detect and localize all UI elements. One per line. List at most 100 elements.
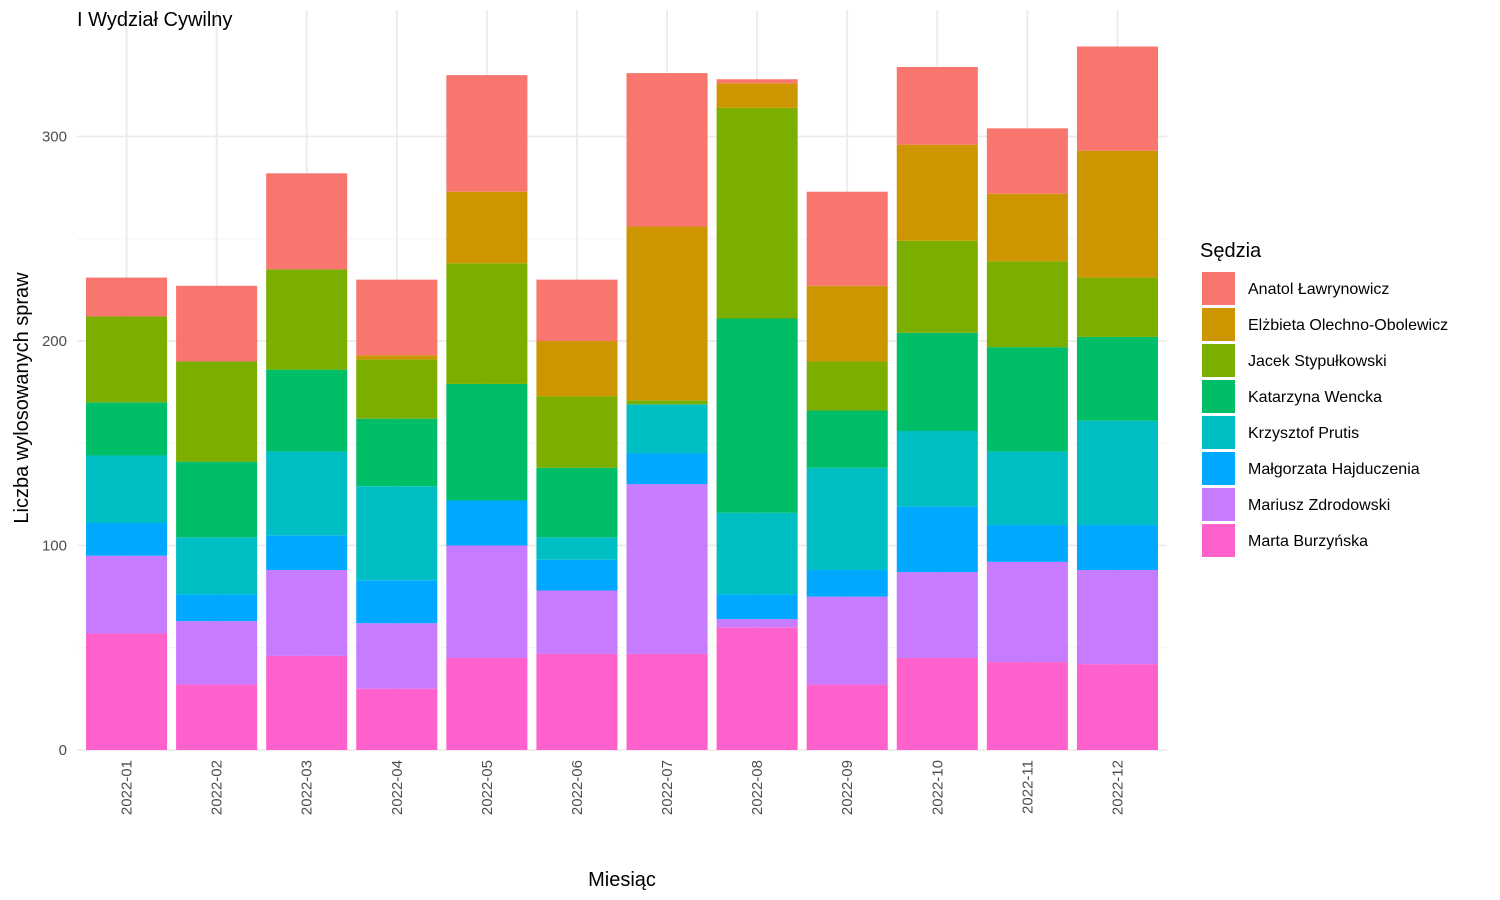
bar-segment bbox=[986, 261, 1068, 348]
legend-label: Elżbieta Olechno-Obolewicz bbox=[1248, 317, 1448, 334]
bar-segment bbox=[356, 486, 438, 581]
legend-key bbox=[1202, 272, 1235, 305]
bar-segment bbox=[356, 623, 438, 689]
bar-segment bbox=[806, 361, 888, 411]
bar-segment bbox=[806, 467, 888, 571]
legend-key bbox=[1202, 380, 1235, 413]
x-axis-ticks: 2022-01 2022-02 2022-03 2022-04 2022-05 2022-… bbox=[119, 760, 1127, 815]
bar-segment bbox=[536, 396, 618, 468]
bar-segment bbox=[536, 467, 618, 538]
y-axis-title: Liczba wylosowanych spraw bbox=[11, 272, 33, 524]
bar-segment bbox=[896, 332, 978, 431]
bar-segment bbox=[356, 688, 438, 750]
bar-segment bbox=[536, 590, 618, 654]
bar-segment bbox=[536, 537, 618, 560]
bar-segment bbox=[86, 455, 168, 524]
bar-segment bbox=[626, 653, 708, 750]
x-tick-label: 2022-09 bbox=[839, 760, 856, 815]
bar-segment bbox=[176, 537, 258, 595]
legend-label: Jacek Stypułkowski bbox=[1248, 353, 1387, 370]
bar-segment bbox=[536, 279, 618, 341]
bar-segment bbox=[1076, 277, 1158, 337]
x-tick-label: 2022-11 bbox=[1019, 760, 1036, 814]
y-tick-label: 0 bbox=[59, 742, 67, 759]
bar-segment bbox=[626, 226, 708, 401]
bar-segment bbox=[86, 316, 168, 403]
bar-segment bbox=[626, 400, 708, 405]
bar-segment bbox=[446, 75, 528, 192]
legend: Sędzia Anatol Ławrynowicz Elżbieta Olechn… bbox=[1200, 240, 1448, 557]
bar-segment bbox=[716, 107, 798, 319]
legend-key bbox=[1202, 416, 1235, 449]
x-tick-label: 2022-03 bbox=[299, 760, 316, 815]
bar-segment bbox=[446, 500, 528, 546]
bar-segment bbox=[536, 341, 618, 397]
bar-segment bbox=[896, 66, 978, 145]
legend-label: Katarzyna Wencka bbox=[1248, 389, 1382, 406]
x-tick-label: 2022-04 bbox=[389, 760, 406, 815]
bar-segment bbox=[626, 484, 708, 654]
bar-segment bbox=[986, 347, 1068, 452]
legend-label: Mariusz Zdrodowski bbox=[1248, 497, 1390, 514]
bar-segment bbox=[176, 361, 258, 462]
bar-segment bbox=[716, 83, 798, 108]
x-tick-label: 2022-02 bbox=[209, 760, 226, 815]
bar-segment bbox=[626, 404, 708, 454]
bar-segment bbox=[266, 369, 348, 452]
bar-segment bbox=[626, 453, 708, 485]
bar-segment bbox=[446, 657, 528, 750]
bar-segment bbox=[266, 655, 348, 750]
bar-segment bbox=[806, 285, 888, 362]
bar-segment bbox=[716, 627, 798, 750]
x-tick-label: 2022-07 bbox=[659, 760, 676, 815]
bar-segment bbox=[86, 633, 168, 750]
bar-segment bbox=[896, 430, 978, 507]
bar-segment bbox=[266, 269, 348, 370]
bar-segment bbox=[896, 144, 978, 241]
bar-segment bbox=[626, 73, 708, 227]
x-tick-label: 2022-12 bbox=[1109, 760, 1126, 815]
bar-segment bbox=[986, 193, 1068, 262]
bar-segment bbox=[716, 79, 798, 84]
bar-segment bbox=[356, 279, 438, 356]
bar-segment bbox=[986, 128, 1068, 194]
bar-segment bbox=[176, 621, 258, 685]
bar-segment bbox=[986, 662, 1068, 750]
bar-segment bbox=[86, 523, 168, 556]
bar-segment bbox=[266, 173, 348, 270]
bar-segment bbox=[806, 191, 888, 286]
bar-segment bbox=[716, 619, 798, 628]
bar-segment bbox=[806, 684, 888, 750]
legend-key bbox=[1202, 452, 1235, 485]
bar-segment bbox=[806, 596, 888, 685]
x-tick-label: 2022-10 bbox=[929, 760, 946, 815]
bar-segment bbox=[806, 410, 888, 468]
bar-segment bbox=[536, 653, 618, 750]
legend-label: Małgorzata Hajduczenia bbox=[1248, 461, 1420, 478]
bar-segment bbox=[446, 383, 528, 501]
legend-label: Marta Burzyńska bbox=[1248, 533, 1368, 550]
x-tick-label: 2022-05 bbox=[479, 760, 496, 815]
bar-segment bbox=[446, 263, 528, 384]
bar-segment bbox=[1076, 336, 1158, 421]
bar-segment bbox=[356, 580, 438, 624]
bar-segment bbox=[1076, 420, 1158, 526]
bar-segment bbox=[1076, 664, 1158, 750]
bar-segment bbox=[716, 594, 798, 620]
bar-segment bbox=[86, 402, 168, 456]
bar-segment bbox=[716, 512, 798, 595]
legend-key bbox=[1202, 488, 1235, 521]
bar-segment bbox=[896, 572, 978, 658]
legend-label: Anatol Ławrynowicz bbox=[1248, 281, 1389, 298]
bar-segment bbox=[176, 684, 258, 750]
bar-segment bbox=[176, 594, 258, 622]
bar-segment bbox=[446, 545, 528, 658]
bar-segment bbox=[716, 318, 798, 513]
bar-segment bbox=[1076, 525, 1158, 571]
legend-key bbox=[1202, 524, 1235, 557]
y-tick-label: 100 bbox=[42, 538, 67, 555]
bar-segment bbox=[266, 451, 348, 536]
y-tick-label: 200 bbox=[42, 333, 67, 350]
bar-segment bbox=[986, 525, 1068, 562]
